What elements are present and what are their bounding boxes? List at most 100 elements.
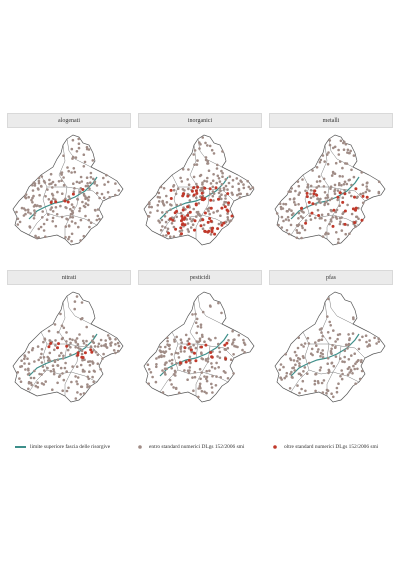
- sample-point-within: [85, 325, 88, 329]
- sample-point-within: [92, 349, 95, 352]
- sample-point-within: [334, 210, 338, 214]
- sample-point-within: [312, 195, 315, 198]
- sample-point-within: [357, 347, 361, 351]
- sample-point-within: [206, 176, 209, 180]
- sample-point-within: [46, 366, 49, 370]
- map-alogenati: [12, 134, 124, 246]
- sample-point-over: [63, 199, 67, 203]
- sample-point-within: [69, 346, 72, 349]
- sample-point-within: [338, 216, 342, 220]
- sample-point-within: [42, 179, 46, 183]
- sample-point-within: [51, 216, 55, 220]
- sample-point-over: [193, 351, 196, 355]
- sample-point-within: [337, 382, 340, 385]
- sample-point-within: [328, 222, 331, 226]
- sample-point-within: [70, 239, 73, 243]
- sample-point-within: [172, 386, 175, 389]
- sample-point-within: [217, 177, 221, 180]
- sample-point-within: [89, 221, 93, 224]
- sample-point-within: [335, 390, 339, 394]
- sample-point-within: [37, 176, 41, 180]
- map-pfas: [274, 291, 386, 403]
- sample-point-within: [326, 389, 330, 392]
- sample-point-within: [338, 204, 341, 207]
- sample-point-within: [348, 366, 351, 369]
- sample-point-within: [293, 369, 296, 372]
- sample-point-within: [339, 139, 343, 143]
- sample-point-within: [345, 162, 349, 165]
- sample-point-within: [30, 383, 33, 387]
- sample-point-within: [351, 332, 355, 335]
- sample-point-within: [42, 340, 45, 344]
- sample-point-within: [114, 338, 117, 341]
- sample-point-within: [314, 203, 318, 206]
- sample-point-within: [340, 377, 344, 381]
- sample-point-over: [194, 189, 198, 193]
- sample-point-within: [174, 351, 178, 355]
- sample-point-over: [193, 228, 196, 232]
- sample-point-within: [106, 191, 110, 194]
- sample-point-within: [352, 316, 355, 319]
- sample-point-within: [169, 235, 172, 238]
- sample-point-within: [179, 203, 183, 206]
- sample-point-within: [351, 372, 354, 375]
- sample-point-within: [214, 336, 217, 340]
- sample-point-within: [168, 347, 171, 351]
- sample-point-within: [226, 377, 230, 380]
- sample-point-within: [326, 331, 330, 334]
- sample-point-within: [83, 205, 87, 209]
- sample-point-within: [65, 340, 68, 343]
- sample-point-within: [54, 183, 57, 187]
- sample-point-over: [196, 185, 200, 189]
- sample-point-within: [330, 220, 333, 223]
- sample-point-within: [251, 186, 255, 189]
- sample-point-over: [312, 192, 316, 196]
- sample-point-within: [183, 369, 186, 372]
- sample-point-within: [166, 339, 169, 343]
- sample-point-within: [207, 169, 211, 172]
- sample-point-within: [313, 382, 317, 386]
- sample-point-within: [53, 360, 57, 363]
- sample-point-within: [243, 343, 247, 346]
- sample-point-within: [334, 161, 338, 165]
- sample-point-within: [165, 194, 168, 198]
- sample-point-within: [23, 357, 26, 361]
- sample-point-within: [330, 197, 334, 200]
- sample-point-within: [37, 227, 41, 231]
- sample-point-within: [87, 148, 91, 151]
- sample-point-within: [35, 204, 38, 208]
- sample-point-within: [85, 145, 89, 149]
- sample-point-over: [230, 214, 234, 218]
- sample-point-within: [80, 349, 84, 353]
- sample-point-within: [348, 371, 351, 374]
- sample-point-within: [16, 223, 20, 226]
- sample-point-within: [85, 196, 89, 200]
- sample-point-within: [305, 205, 309, 209]
- sample-point-within: [60, 179, 63, 182]
- sample-point-over: [186, 213, 190, 217]
- sample-point-within: [243, 350, 246, 354]
- sample-point-within: [298, 362, 301, 365]
- sample-point-within: [32, 205, 36, 208]
- sample-point-within: [326, 357, 330, 360]
- sample-point-within: [190, 219, 193, 223]
- sample-point-within: [350, 183, 353, 187]
- sample-point-within: [217, 346, 221, 350]
- sample-point-within: [40, 347, 44, 351]
- sample-point-within: [324, 219, 327, 222]
- province-boundary: [58, 301, 68, 359]
- sample-point-within: [227, 339, 230, 342]
- sample-point-within: [24, 212, 27, 216]
- sample-point-over: [360, 218, 364, 222]
- sample-point-within: [82, 165, 86, 168]
- sample-point-within: [45, 218, 49, 221]
- sample-point-within: [221, 171, 224, 175]
- sample-point-within: [59, 204, 62, 208]
- sample-point-within: [175, 335, 178, 339]
- sample-point-within: [220, 311, 223, 315]
- sample-point-within: [348, 178, 351, 182]
- map-pesticidi: [143, 291, 255, 403]
- sample-point-within: [180, 229, 184, 232]
- sample-point-within: [297, 223, 301, 226]
- sample-point-within: [37, 358, 40, 362]
